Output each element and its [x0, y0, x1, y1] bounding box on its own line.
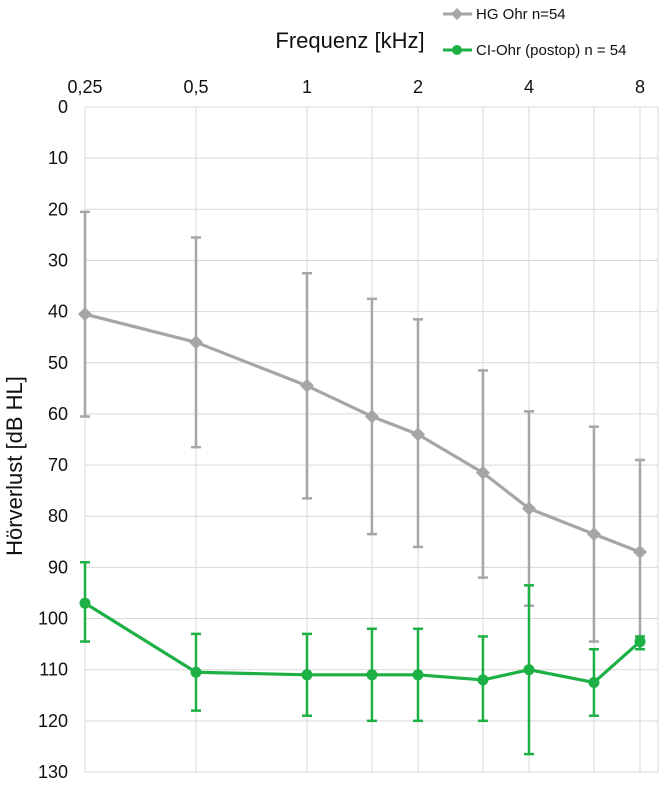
y-tick-label: 130	[38, 762, 68, 782]
legend: HG Ohr n=54 CI-Ohr (postop) n = 54	[443, 6, 626, 59]
y-tick-label: 50	[48, 353, 68, 373]
data-point-circle	[301, 669, 313, 681]
data-point-diamond	[78, 307, 92, 322]
y-tick-label: 120	[38, 711, 68, 731]
y-tick-label: 90	[48, 557, 68, 577]
y-tick-label: 100	[38, 609, 68, 629]
series-2	[79, 561, 646, 756]
data-point-diamond	[364, 409, 379, 424]
legend-label: CI-Ohr (postop) n = 54	[476, 42, 626, 59]
data-point-diamond	[522, 501, 536, 516]
data-point-circle	[412, 669, 424, 681]
y-tick-label: 10	[48, 148, 68, 168]
x-tick-label: 4	[524, 77, 534, 97]
data-point-circle	[79, 597, 91, 609]
x-tick-labels: 0,25 0,5 1 2 4 8	[67, 77, 645, 97]
data-point-diamond	[189, 335, 203, 350]
data-point-circle	[523, 664, 535, 676]
y-tick-label: 30	[48, 250, 68, 270]
series-line	[84, 601, 642, 685]
data-point-diamond	[300, 378, 314, 393]
data-point-circle	[634, 636, 646, 648]
data-point-diamond	[586, 527, 601, 542]
data-point-diamond	[475, 465, 490, 480]
y-tick-label: 0	[58, 97, 68, 117]
data-point-diamond	[633, 545, 647, 560]
legend-swatch-diamond	[451, 8, 463, 20]
y-axis-title: Hörverlust [dB HL]	[2, 376, 27, 556]
data-point-circle	[477, 674, 489, 686]
data-point-circle	[366, 669, 378, 681]
x-tick-label: 0,5	[183, 77, 208, 97]
x-tick-label: 0,25	[67, 77, 102, 97]
legend-label: HG Ohr n=54	[476, 6, 566, 23]
x-axis-title: Frequenz [kHz]	[275, 28, 424, 53]
series-layer	[78, 210, 647, 756]
data-point-diamond	[411, 427, 425, 442]
series-1	[78, 210, 647, 646]
y-tick-label: 20	[48, 199, 68, 219]
y-tick-labels: 0 10 20 30 40 50 60 70 80 90 100 110 120 130	[38, 97, 68, 782]
x-tick-label: 1	[302, 77, 312, 97]
data-point-circle	[588, 676, 600, 688]
y-tick-label: 60	[48, 404, 68, 424]
data-point-circle	[190, 666, 202, 678]
y-tick-label: 70	[48, 455, 68, 475]
y-tick-label: 80	[48, 506, 68, 526]
legend-swatch-circle	[452, 45, 462, 55]
y-tick-label: 40	[48, 302, 68, 322]
x-tick-label: 8	[635, 77, 645, 97]
y-tick-label: 110	[39, 660, 68, 680]
x-tick-label: 2	[413, 77, 423, 97]
